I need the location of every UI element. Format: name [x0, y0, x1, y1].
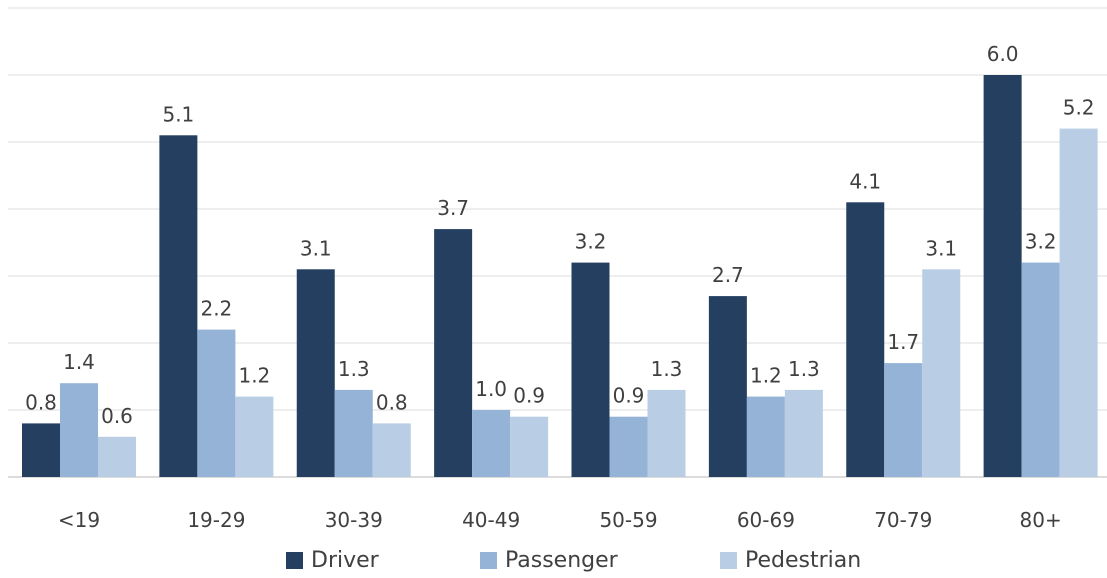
- bar-passenger-1: [197, 329, 236, 477]
- x-tick-label: 70-79: [874, 508, 932, 532]
- bar-pedestrian-2: [372, 423, 411, 477]
- bar-driver-7: [983, 75, 1022, 477]
- bar-pedestrian-6: [922, 269, 961, 477]
- bar-driver-0: [22, 423, 60, 477]
- bar-pedestrian-1: [235, 396, 274, 477]
- legend-swatch-pedestrian: [720, 552, 737, 569]
- bar-passenger-4: [609, 416, 648, 477]
- data-label-passenger-1: 2.2: [200, 297, 232, 321]
- data-label-pedestrian-3: 0.9: [513, 384, 545, 408]
- data-label-pedestrian-4: 1.3: [651, 357, 683, 381]
- x-axis-tick-labels: <19 19-29 30-39 40-49 50-59 60-69 70-79 80+: [58, 508, 1062, 532]
- bar-pedestrian-3: [510, 416, 549, 477]
- data-label-driver-1: 5.1: [162, 102, 194, 126]
- data-label-pedestrian-6: 3.1: [925, 236, 957, 260]
- x-tick-label: <19: [58, 508, 100, 532]
- data-label-passenger-3: 1.0: [475, 377, 507, 401]
- legend: Driver Passenger Pedestrian: [0, 548, 1107, 578]
- data-label-driver-3: 3.7: [437, 196, 469, 220]
- bar-driver-4: [571, 262, 610, 477]
- data-label-pedestrian-0: 0.6: [101, 404, 133, 428]
- legend-label-driver: Driver: [311, 548, 379, 573]
- x-tick-label: 50-59: [599, 508, 657, 532]
- bar-pedestrian-4: [647, 389, 686, 477]
- bar-driver-3: [434, 229, 473, 477]
- x-tick-label: 30-39: [325, 508, 383, 532]
- bar-driver-5: [708, 296, 747, 477]
- x-tick-label: 40-49: [462, 508, 520, 532]
- bar-passenger-3: [472, 410, 511, 477]
- bar-passenger-6: [884, 363, 923, 477]
- bar-passenger-2: [334, 389, 373, 477]
- data-label-passenger-0: 1.4: [63, 350, 95, 374]
- legend-item-pedestrian: Pedestrian: [720, 548, 861, 573]
- data-label-passenger-4: 0.9: [613, 384, 645, 408]
- legend-swatch-driver: [286, 552, 303, 569]
- data-label-pedestrian-2: 0.8: [376, 390, 408, 414]
- legend-item-passenger: Passenger: [480, 548, 618, 573]
- legend-item-driver: Driver: [286, 548, 379, 573]
- bar-pedestrian-5: [784, 389, 823, 477]
- bar-pedestrian-0: [98, 436, 136, 477]
- legend-label-pedestrian: Pedestrian: [745, 548, 862, 573]
- data-label-driver-5: 2.7: [712, 263, 744, 287]
- x-tick-label: 80+: [1020, 508, 1062, 532]
- bar-pedestrian-7: [1059, 128, 1098, 477]
- data-labels: 0.81.40.65.12.21.23.11.30.83.71.0 0.93.20…: [25, 42, 1094, 428]
- x-tick-label: 19-29: [187, 508, 245, 532]
- bar-driver-2: [296, 269, 335, 477]
- data-label-pedestrian-1: 1.2: [238, 364, 270, 388]
- bar-passenger-5: [746, 396, 785, 477]
- data-label-passenger-5: 1.2: [750, 364, 782, 388]
- bars: [22, 75, 1098, 478]
- data-label-driver-6: 4.1: [849, 169, 881, 193]
- bar-driver-6: [846, 202, 885, 478]
- bar-chart: 0.81.40.65.12.21.23.11.30.83.71.0 0.93.20…: [8, 7, 1107, 532]
- legend-swatch-passenger: [480, 552, 497, 569]
- data-label-driver-4: 3.2: [575, 230, 607, 254]
- bar-driver-1: [159, 135, 198, 478]
- x-tick-label: 60-69: [737, 508, 795, 532]
- bar-passenger-0: [60, 383, 98, 477]
- data-label-driver-2: 3.1: [300, 236, 332, 260]
- data-label-pedestrian-7: 5.2: [1063, 96, 1095, 120]
- bar-passenger-7: [1021, 262, 1060, 477]
- data-label-driver-0: 0.8: [25, 390, 57, 414]
- data-label-passenger-7: 3.2: [1025, 230, 1057, 254]
- data-label-passenger-2: 1.3: [338, 357, 370, 381]
- data-label-driver-7: 6.0: [987, 42, 1019, 66]
- data-label-passenger-6: 1.7: [887, 330, 919, 354]
- data-label-pedestrian-5: 1.3: [788, 357, 820, 381]
- legend-label-passenger: Passenger: [505, 548, 618, 573]
